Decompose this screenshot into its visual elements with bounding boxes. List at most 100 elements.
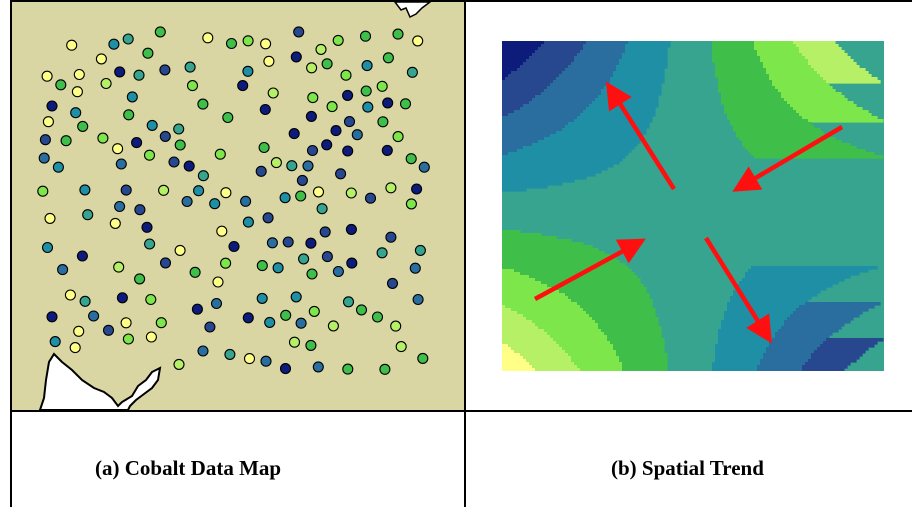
trend-band bbox=[733, 293, 818, 297]
trend-band bbox=[712, 53, 758, 57]
sample-point bbox=[255, 165, 267, 177]
trend-band bbox=[751, 152, 875, 156]
trend-band bbox=[544, 89, 602, 93]
sample-point bbox=[184, 61, 196, 73]
trend-band bbox=[715, 359, 761, 363]
trend-band bbox=[583, 44, 626, 48]
sample-point bbox=[379, 363, 391, 375]
trend-band bbox=[763, 62, 809, 66]
trend-band bbox=[502, 242, 584, 246]
trend-band bbox=[550, 134, 644, 138]
trend-band bbox=[571, 299, 653, 303]
sample-point bbox=[260, 38, 272, 50]
trend-band bbox=[733, 290, 821, 294]
trend-band bbox=[823, 77, 878, 81]
trend-band bbox=[826, 80, 881, 84]
trend-band bbox=[502, 290, 560, 294]
trend-band bbox=[622, 53, 668, 57]
sample-point bbox=[260, 355, 272, 367]
trend-band bbox=[502, 167, 608, 171]
frame-left-border bbox=[10, 0, 12, 507]
trend-band bbox=[718, 341, 770, 345]
trend-band bbox=[805, 362, 851, 366]
trend-band bbox=[502, 344, 509, 348]
trend-band bbox=[745, 272, 860, 276]
trend-band bbox=[715, 65, 764, 69]
trend-band bbox=[733, 125, 815, 129]
trend-band bbox=[502, 278, 536, 282]
trend-band bbox=[505, 305, 581, 309]
frame-top-border bbox=[10, 0, 912, 2]
trend-band bbox=[502, 284, 548, 288]
sample-point bbox=[264, 316, 276, 328]
sample-point bbox=[290, 291, 302, 303]
trend-band bbox=[568, 296, 650, 300]
trend-band bbox=[502, 308, 512, 312]
trend-band bbox=[502, 347, 512, 351]
sample-point bbox=[79, 295, 91, 307]
sample-point bbox=[224, 348, 236, 360]
sample-point bbox=[73, 68, 85, 81]
trend-band bbox=[625, 44, 671, 48]
sample-point bbox=[376, 80, 388, 92]
sample-point bbox=[70, 107, 82, 119]
trend-band bbox=[580, 368, 623, 371]
trend-band bbox=[580, 113, 656, 117]
trend-band bbox=[625, 50, 668, 54]
sample-point bbox=[240, 195, 252, 207]
trend-band bbox=[502, 170, 602, 174]
trend-band bbox=[742, 140, 842, 144]
arrow-up-left bbox=[605, 81, 676, 191]
sample-point bbox=[342, 296, 355, 308]
water-area-top bbox=[394, 2, 432, 19]
trend-band bbox=[502, 236, 557, 240]
trend-band bbox=[502, 152, 509, 156]
trend-band bbox=[502, 74, 509, 78]
trend-band bbox=[718, 89, 779, 93]
arrow-from-lower-left bbox=[533, 238, 646, 301]
trend-band bbox=[502, 323, 536, 327]
trend-band bbox=[502, 44, 542, 48]
trend-band bbox=[502, 47, 539, 51]
trend-band bbox=[712, 368, 758, 371]
trend-band bbox=[616, 353, 668, 357]
sample-point bbox=[242, 65, 254, 77]
trend-band bbox=[598, 323, 659, 327]
trend-band bbox=[793, 107, 863, 111]
trend-band bbox=[538, 47, 584, 51]
trend-band bbox=[760, 59, 809, 63]
frame-middle-divider bbox=[464, 0, 466, 507]
trend-band bbox=[808, 62, 857, 66]
trend-arrows bbox=[533, 81, 844, 344]
sample-point bbox=[46, 100, 58, 112]
sample-point bbox=[55, 79, 67, 91]
trend-band bbox=[532, 365, 578, 369]
trend-band bbox=[805, 56, 851, 60]
trend-band bbox=[511, 71, 563, 75]
sample-point bbox=[158, 184, 170, 196]
trend-band bbox=[502, 68, 518, 72]
trend-band bbox=[502, 164, 614, 168]
sample-point bbox=[316, 203, 328, 215]
sample-point bbox=[159, 257, 172, 269]
trend-band bbox=[712, 47, 755, 51]
trend-band bbox=[502, 245, 593, 249]
trend-band bbox=[523, 146, 635, 150]
trend-band bbox=[502, 299, 572, 303]
trend-band bbox=[613, 71, 665, 75]
trend-band bbox=[718, 77, 770, 81]
trend-band bbox=[742, 143, 851, 147]
sample-point bbox=[52, 161, 64, 173]
sample-point bbox=[286, 160, 298, 172]
trend-band bbox=[508, 344, 560, 348]
trend-band bbox=[523, 356, 572, 360]
sample-point bbox=[168, 156, 180, 168]
trend-band bbox=[769, 344, 821, 348]
sample-point bbox=[39, 134, 51, 146]
trend-band bbox=[613, 344, 665, 348]
trend-band bbox=[760, 359, 809, 363]
sample-point bbox=[216, 225, 228, 237]
sample-point bbox=[212, 276, 224, 288]
trend-band bbox=[796, 308, 869, 312]
trend-band bbox=[511, 347, 563, 351]
